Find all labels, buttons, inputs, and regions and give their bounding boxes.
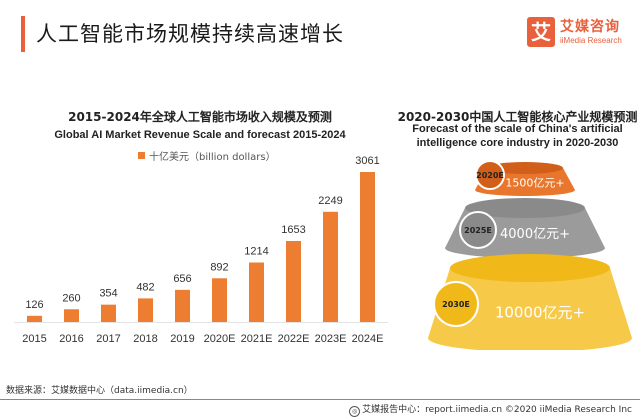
bar <box>212 278 227 322</box>
logo-name-cn: 艾媒咨询 <box>560 19 620 35</box>
x-tick-label: 2015 <box>22 333 46 345</box>
x-tick-label: 2023E <box>315 333 347 345</box>
data-label: 126 <box>25 299 43 311</box>
data-label: 2249 <box>318 195 342 207</box>
tier-top <box>450 254 610 282</box>
footer-credit-text: 艾媒报告中心：report.iimedia.cn ©2020 iiMedia R… <box>362 405 632 415</box>
logo-icon: 艾 <box>527 17 555 47</box>
bar-chart-title: 2015-2024年全球人工智能市场收入规模及预测 <box>68 110 332 124</box>
x-tick-label: 2022E <box>278 333 310 345</box>
data-label: 656 <box>173 273 191 285</box>
tier-value-label: 4000亿元+ <box>500 227 570 242</box>
bar <box>249 262 264 322</box>
tier-value-label: 10000亿元+ <box>495 304 585 322</box>
tier-year-label: 2020E <box>476 171 504 180</box>
tier-year-badge <box>459 211 497 249</box>
legend-swatch <box>138 152 145 159</box>
bar <box>27 315 42 322</box>
tier-2025e: 4000亿元+ 2025E <box>445 198 605 258</box>
brand-logo: 艾 艾媒咨询 iiMedia Research <box>527 17 629 49</box>
bar <box>286 240 301 322</box>
data-label: 482 <box>136 281 154 293</box>
legend-label: 十亿美元（billion dollars） <box>149 152 276 163</box>
tier-body <box>428 268 632 350</box>
tier-2030e: 10000亿元+ 2030E <box>428 254 632 350</box>
data-label: 3061 <box>355 155 379 167</box>
bar <box>138 298 153 322</box>
tier-chart-title: 2020-2030中国人工智能核心产业规模预测 <box>397 110 638 124</box>
bar-chart: 126 2015 260 2016 354 2017 482 2018 656 2019 892 20… <box>14 155 388 345</box>
tier-year-badge <box>433 281 479 327</box>
tier-year-label: 2025E <box>464 226 492 235</box>
tier-top <box>487 162 563 174</box>
bar <box>101 304 116 322</box>
title-accent-bar <box>21 16 25 52</box>
tier-subtitle-line: Forecast of the scale of China's artific… <box>412 123 623 135</box>
bar-chart-subtitle: Global AI Market Revenue Scale and forec… <box>54 129 346 141</box>
tier-value-label: 1500亿元+ <box>505 176 564 189</box>
bar <box>175 289 190 322</box>
data-label: 1653 <box>281 224 305 236</box>
data-label: 354 <box>99 288 117 300</box>
tier-subtitle-line: intelligence core industry in 2020-2030 <box>416 137 619 149</box>
footer-divider <box>0 399 640 400</box>
page-title: 人工智能市场规模持续高速增长 <box>36 22 344 46</box>
tier-chart-subtitle: Forecast of the scale of China's artific… <box>395 122 640 150</box>
tier-chart: 1500亿元+2020E 4000亿元+ 2025E 10000亿元+ 2030E <box>428 160 632 350</box>
data-label: 892 <box>210 261 228 273</box>
x-tick-label: 2024E <box>352 333 384 345</box>
globe-icon: ◎ <box>349 406 361 417</box>
footer-credit: ◎ 艾媒报告中心：report.iimedia.cn ©2020 iiMedia … <box>349 402 632 417</box>
x-tick-label: 2019 <box>170 333 194 345</box>
x-tick-label: 2018 <box>133 333 157 345</box>
tier-2020e: 1500亿元+2020E <box>475 160 575 196</box>
data-label: 260 <box>62 292 80 304</box>
bar <box>360 172 375 322</box>
logo-name-en: iiMedia Research <box>560 36 622 45</box>
data-label: 1214 <box>244 246 268 258</box>
tier-top <box>465 198 585 218</box>
x-tick-label: 2021E <box>241 333 273 345</box>
bar <box>323 211 338 322</box>
tier-year-label: 2030E <box>442 300 470 309</box>
data-source: 数据来源：艾媒数据中心（data.iimedia.cn） <box>6 386 193 396</box>
x-tick-label: 2017 <box>96 333 120 345</box>
x-tick-label: 2016 <box>59 333 83 345</box>
x-tick-label: 2020E <box>204 333 236 345</box>
bar <box>64 309 79 322</box>
bar-chart-legend: 十亿美元（billion dollars） <box>138 148 276 163</box>
tier-year-badge <box>475 160 505 190</box>
